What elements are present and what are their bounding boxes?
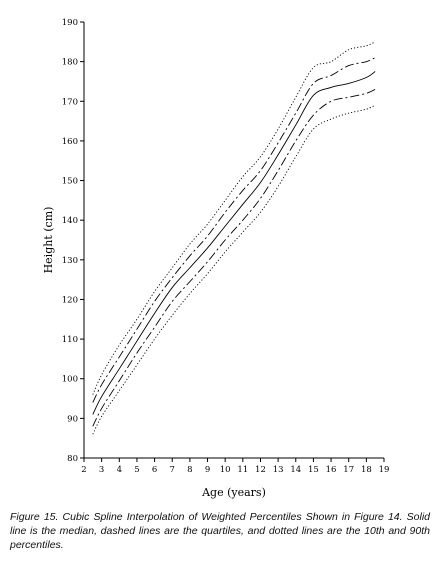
- x-tick-label-7: 7: [170, 465, 175, 475]
- y-tick-label-150: 150: [62, 177, 78, 187]
- y-tick-label-120: 120: [62, 295, 78, 305]
- x-tick-label-2: 2: [81, 465, 86, 475]
- y-tick-label-160: 160: [62, 137, 78, 147]
- y-tick-label-110: 110: [62, 335, 78, 345]
- x-tick-label-10: 10: [220, 465, 231, 475]
- x-tick-label-11: 11: [237, 465, 248, 475]
- y-tick-label-190: 190: [62, 18, 78, 28]
- x-tick-label-19: 19: [379, 465, 390, 475]
- x-tick-label-3: 3: [99, 465, 104, 475]
- y-tick-label-170: 170: [62, 97, 78, 107]
- y-tick-label-90: 90: [67, 414, 78, 424]
- y-tick-label-180: 180: [62, 58, 78, 68]
- x-tick-label-6: 6: [152, 465, 157, 475]
- y-tick-label-100: 100: [62, 375, 78, 385]
- x-tick-label-13: 13: [273, 465, 284, 475]
- x-tick-label-18: 18: [361, 465, 372, 475]
- x-tick-label-15: 15: [308, 465, 319, 475]
- x-tick-label-16: 16: [326, 465, 337, 475]
- x-tick-label-8: 8: [187, 465, 192, 475]
- p10-line: [92, 104, 376, 435]
- x-tick-label-12: 12: [255, 465, 266, 475]
- x-tick-label-9: 9: [205, 465, 210, 475]
- x-axis-title: Age (years): [201, 486, 266, 499]
- p90-line: [92, 41, 376, 395]
- percentile-chart: 2 3 4 5 6 7 8 9 10 11 12 13 14 15 16 17 18 19 80 90 100 110 12…: [42, 18, 390, 499]
- y-tick-label-140: 140: [62, 216, 78, 226]
- figure-caption: Figure 15. Cubic Spline Interpolation of…: [10, 511, 430, 551]
- q1-line: [92, 88, 376, 427]
- x-tick-label-17: 17: [343, 465, 354, 475]
- median-line: [92, 71, 376, 415]
- x-tick-label-14: 14: [290, 465, 301, 475]
- y-axis-title: Height (cm): [42, 207, 55, 274]
- y-tick-label-80: 80: [67, 454, 78, 464]
- x-tick-label-4: 4: [117, 465, 122, 475]
- q3-line: [92, 57, 376, 403]
- y-tick-label-130: 130: [62, 256, 78, 266]
- x-tick-label-5: 5: [134, 465, 139, 475]
